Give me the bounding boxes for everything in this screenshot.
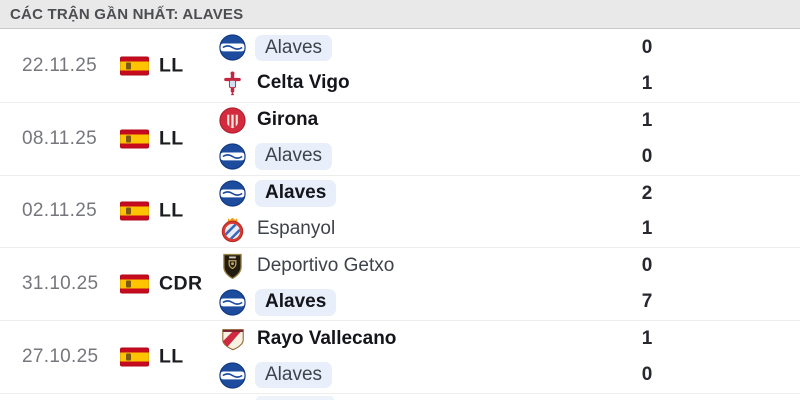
- team-name: Espanyol: [257, 218, 336, 240]
- team-name: Rayo Vallecano: [257, 327, 397, 349]
- competition-label: LL: [159, 199, 184, 222]
- alaves-logo: [219, 289, 246, 316]
- team-list: Alaves Celta Vigo: [219, 30, 619, 102]
- spain-flag-icon: [120, 201, 149, 221]
- spain-flag-icon: [120, 274, 149, 294]
- spain-flag-icon: [120, 347, 149, 367]
- home-score: 1: [641, 109, 653, 131]
- away-score: 0: [641, 364, 653, 386]
- team-line-home: Rayo Vallecano: [219, 322, 619, 356]
- team-name: Alaves: [255, 143, 333, 171]
- spain-flag-icon: [120, 56, 149, 76]
- away-score: 1: [641, 72, 653, 94]
- match-date: 31.10.25: [22, 273, 99, 295]
- team-line-away: Alaves: [219, 285, 619, 319]
- team-list: Rayo Vallecano Alaves: [219, 321, 619, 393]
- alaves-logo: [219, 34, 246, 62]
- team-name: Celta Vigo: [257, 72, 350, 94]
- home-score: 0: [641, 255, 653, 277]
- match-row[interactable]: 27.10.25 LL Rayo Vallecano Alaves 1 0: [0, 321, 800, 394]
- match-date: 27.10.25: [22, 346, 99, 368]
- team-name: Girona: [257, 109, 319, 131]
- team-list: Deportivo Getxo Alaves: [219, 248, 619, 320]
- team-line-home: Deportivo Getxo: [219, 249, 619, 283]
- team-name: Alaves: [255, 34, 333, 62]
- team-name: Deportivo Getxo: [257, 254, 395, 276]
- team-name: Alaves: [255, 288, 337, 316]
- team-list: Alaves Espanyol: [219, 176, 619, 248]
- match-row[interactable]: 31.10.25 CDR Deportivo Getxo Alaves 0 7: [0, 248, 800, 322]
- match-date: 02.11.25: [22, 200, 97, 222]
- score-column: 1 0: [634, 103, 660, 175]
- team-line-home: Alaves: [219, 31, 619, 65]
- score-column: 1 0: [634, 321, 660, 393]
- home-score: 0: [641, 36, 653, 58]
- team-list: Girona Alaves: [219, 103, 619, 175]
- match-list: 22.11.25 LL Alaves Celta Vigo 0 1 08.11.…: [0, 30, 800, 394]
- page-title: CÁC TRẬN GẦN NHẤT: ALAVES: [10, 5, 244, 23]
- competition-label: LL: [159, 127, 184, 150]
- header-bar: CÁC TRẬN GẦN NHẤT: ALAVES: [0, 0, 800, 29]
- team-line-away: Celta Vigo: [219, 67, 619, 101]
- match-row[interactable]: 22.11.25 LL Alaves Celta Vigo 0 1: [0, 30, 800, 103]
- next-row-cutoff-pill: [256, 396, 334, 400]
- home-score: 2: [641, 182, 653, 204]
- competition-label: LL: [159, 345, 184, 368]
- spain-flag-icon: [120, 129, 149, 149]
- alaves-logo: [219, 180, 246, 207]
- deportivo-getxo-logo: [219, 253, 246, 280]
- away-score: 0: [641, 145, 653, 167]
- match-row[interactable]: 08.11.25 LL Girona Alaves 1 0: [0, 102, 800, 176]
- competition-label: LL: [159, 54, 184, 77]
- celta-vigo-logo: [219, 70, 246, 97]
- competition-label: CDR: [159, 272, 203, 295]
- score-column: 2 1: [634, 176, 660, 248]
- team-line-away: Espanyol: [219, 212, 619, 246]
- team-line-away: Alaves: [219, 358, 619, 392]
- team-line-away: Alaves: [219, 140, 619, 174]
- rayo-vallecano-logo: [219, 326, 246, 353]
- match-row[interactable]: 02.11.25 LL Alaves Espanyol 2 1: [0, 175, 800, 249]
- match-date: 08.11.25: [22, 127, 97, 149]
- alaves-logo: [219, 143, 246, 170]
- match-date: 22.11.25: [22, 54, 97, 76]
- score-column: 0 1: [634, 30, 660, 102]
- team-line-home: Alaves: [219, 177, 619, 211]
- score-column: 0 7: [634, 248, 660, 320]
- away-score: 7: [641, 291, 653, 313]
- alaves-logo: [219, 361, 246, 389]
- team-line-home: Girona: [219, 104, 619, 138]
- espanyol-logo: [219, 216, 246, 243]
- girona-logo: [219, 107, 246, 134]
- away-score: 1: [641, 218, 653, 240]
- team-name: Alaves: [255, 180, 337, 207]
- team-name: Alaves: [255, 361, 333, 389]
- home-score: 1: [641, 328, 653, 350]
